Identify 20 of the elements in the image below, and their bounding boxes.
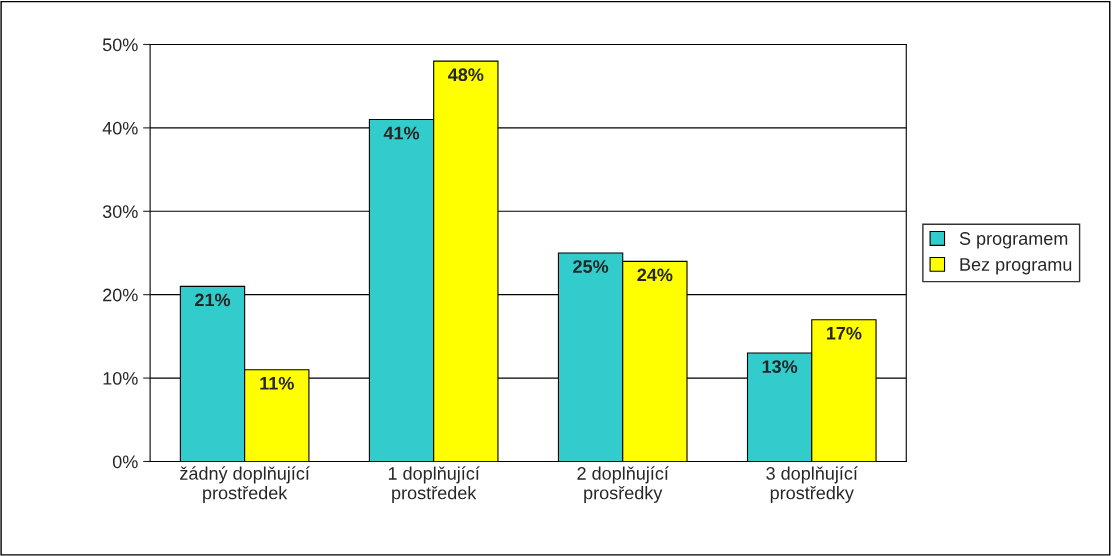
data-label: 17% xyxy=(826,326,862,340)
y-tick-label: 30% xyxy=(102,205,138,218)
data-label: 21% xyxy=(195,293,231,307)
x-tick-label: žádný doplňující prostředek xyxy=(180,466,310,503)
legend-label: Bez programu xyxy=(960,258,1072,275)
y-tick-label: 10% xyxy=(103,372,138,385)
x-tick-label: 1 doplňující prostředek xyxy=(388,466,480,503)
data-label: 25% xyxy=(573,260,609,273)
data-label: 48% xyxy=(448,68,484,82)
data-label: 41% xyxy=(383,126,420,140)
data-label: 13% xyxy=(762,360,798,374)
x-tick-label: 3 doplňující prostředky xyxy=(766,466,858,503)
data-label: 24% xyxy=(637,268,673,282)
y-tick-label: 40% xyxy=(102,121,138,135)
y-tick-label: 50% xyxy=(102,38,138,52)
legend-label: S programem xyxy=(959,232,1068,249)
x-tick-label: 2 doplňující prosředky xyxy=(577,466,669,503)
data-label: 11% xyxy=(260,376,294,390)
y-tick-label: 0% xyxy=(112,455,138,469)
y-tick-label: 20% xyxy=(103,288,138,302)
